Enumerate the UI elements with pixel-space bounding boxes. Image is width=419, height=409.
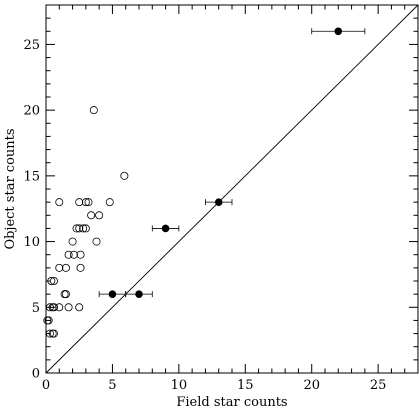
open-circle-point: [92, 237, 101, 246]
y-tick-label: 15: [23, 169, 40, 184]
open-circle-point: [68, 237, 77, 246]
y-tick-label: 0: [32, 367, 40, 382]
open-circle-point: [61, 263, 70, 272]
open-circle-point: [69, 250, 78, 259]
open-circle-point: [84, 198, 93, 207]
open-circle-point: [55, 263, 64, 272]
filled-circle-point: [135, 290, 143, 298]
open-circle-point: [87, 211, 96, 220]
y-tick-label: 25: [23, 38, 40, 53]
x-axis-label: Field star counts: [176, 395, 287, 409]
open-circle-point: [47, 276, 56, 285]
y-tick-label: 20: [23, 104, 40, 119]
y-tick-label: 10: [23, 235, 40, 250]
open-circle-point: [64, 250, 73, 259]
open-circle-point: [95, 211, 104, 220]
open-circle-point: [75, 303, 84, 312]
x-tick-label: 0: [42, 378, 50, 393]
open-circle-point: [64, 303, 73, 312]
filled-circle-point: [334, 27, 343, 36]
open-circle-point: [76, 263, 85, 272]
y-axis-label: Object star counts: [3, 128, 18, 249]
open-circle-point: [61, 290, 70, 299]
reference-line-y-equals-x: [45, 4, 419, 374]
open-circle-point: [55, 198, 64, 207]
y-axis-ticks: 0 5 10 15 20 25: [23, 4, 418, 382]
y-tick-label: 5: [32, 301, 40, 316]
open-circle-point: [79, 224, 88, 233]
open-circle-series: [43, 106, 129, 338]
x-tick-label: 5: [108, 378, 116, 393]
open-circle-point: [72, 224, 81, 233]
open-circle-point: [81, 198, 90, 207]
open-circle-point: [49, 329, 58, 338]
filled-circle-point: [108, 290, 117, 298]
open-circle-point: [76, 250, 85, 259]
x-tick-label: 15: [237, 378, 254, 393]
open-circle-point: [44, 316, 53, 325]
open-circle-point: [49, 276, 58, 285]
x-tick-label: 10: [171, 378, 188, 393]
open-circle-point: [81, 224, 90, 233]
open-circle-point: [45, 329, 54, 338]
open-circle-point: [55, 303, 64, 312]
open-circle-point: [75, 224, 84, 233]
open-circle-point: [89, 106, 98, 115]
open-circle-point: [49, 303, 58, 312]
open-circle-point: [105, 198, 114, 207]
open-circle-point: [75, 198, 84, 207]
filled-circle-series: [98, 27, 366, 298]
x-tick-label: 25: [370, 378, 387, 393]
filled-circle-point: [214, 198, 223, 206]
x-axis-ticks: 0 5 10 15 20 25: [42, 5, 419, 393]
open-circle-point: [45, 303, 54, 312]
filled-circle-point: [161, 224, 170, 233]
open-circle-point: [120, 171, 129, 180]
x-tick-label: 20: [303, 378, 320, 393]
